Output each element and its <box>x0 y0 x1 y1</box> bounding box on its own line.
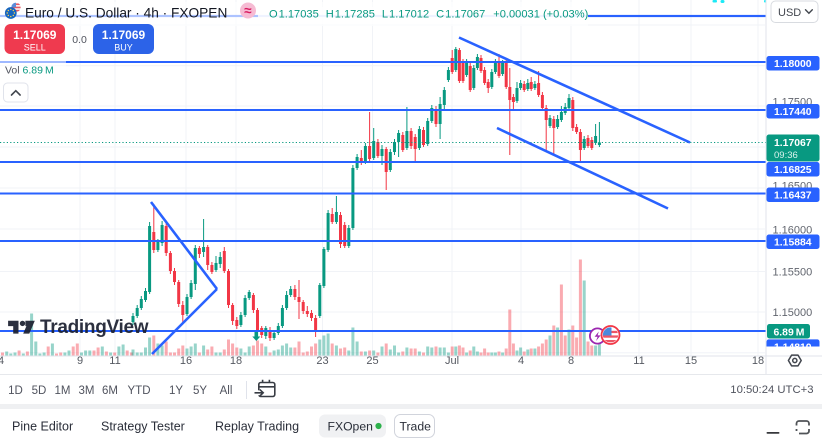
svg-text:5Y: 5Y <box>193 385 207 397</box>
svg-text:0.0: 0.0 <box>72 34 87 46</box>
svg-text:Vol: Vol <box>5 65 20 77</box>
svg-text:Jul: Jul <box>445 355 459 367</box>
svg-text:1M: 1M <box>55 385 71 397</box>
svg-text:3M: 3M <box>79 385 95 397</box>
svg-text:1.15884: 1.15884 <box>774 238 812 249</box>
svg-text:1D: 1D <box>8 385 23 397</box>
svg-text:1.16437: 1.16437 <box>774 191 812 202</box>
svg-text:1.15000: 1.15000 <box>773 307 813 319</box>
svg-text:1.16825: 1.16825 <box>774 165 812 176</box>
svg-text:Strategy Tester: Strategy Tester <box>101 420 185 434</box>
svg-text:6M: 6M <box>102 385 118 397</box>
svg-text:1.18000: 1.18000 <box>774 59 812 70</box>
svg-text:All: All <box>220 385 233 397</box>
svg-text:25: 25 <box>366 355 378 367</box>
svg-text:1.17069: 1.17069 <box>102 28 146 42</box>
svg-text:1.17069: 1.17069 <box>13 28 57 42</box>
svg-text:Trade: Trade <box>400 420 432 434</box>
svg-text:4: 4 <box>0 355 4 367</box>
svg-text:Euro / U.S. Dollar · 4h · FXOP: Euro / U.S. Dollar · 4h · FXOPEN <box>25 6 227 21</box>
svg-text:Replay Trading: Replay Trading <box>215 420 299 434</box>
svg-text:9: 9 <box>77 355 83 367</box>
svg-text:16: 16 <box>180 355 192 367</box>
svg-text:10:50:24 UTC+3: 10:50:24 UTC+3 <box>730 384 813 396</box>
svg-text:18: 18 <box>752 355 764 367</box>
svg-text:1Y: 1Y <box>169 385 183 397</box>
svg-text:USD: USD <box>778 7 801 19</box>
svg-text:1.17067: 1.17067 <box>774 138 812 149</box>
svg-text:11: 11 <box>633 355 644 367</box>
svg-text:4: 4 <box>518 355 524 367</box>
svg-text:6.89 M: 6.89 M <box>23 65 54 77</box>
svg-text:09:36: 09:36 <box>774 150 798 161</box>
svg-text:Pine Editor: Pine Editor <box>12 420 73 434</box>
svg-text:1.15500: 1.15500 <box>773 266 813 278</box>
svg-text:8: 8 <box>568 355 574 367</box>
svg-text:5D: 5D <box>32 385 47 397</box>
svg-text:11: 11 <box>109 355 120 367</box>
svg-text:SELL: SELL <box>24 43 46 53</box>
svg-text:≈: ≈ <box>244 3 252 18</box>
svg-text:6.89 M: 6.89 M <box>774 327 805 338</box>
svg-text:FXOpen: FXOpen <box>328 420 373 434</box>
svg-text:YTD: YTD <box>128 385 151 397</box>
svg-text:1.17440: 1.17440 <box>774 107 812 118</box>
svg-text:BUY: BUY <box>114 43 133 53</box>
svg-text:TradingView: TradingView <box>40 317 149 338</box>
svg-text:18: 18 <box>230 355 242 367</box>
svg-text:23: 23 <box>316 355 328 367</box>
svg-text:15: 15 <box>685 355 697 367</box>
